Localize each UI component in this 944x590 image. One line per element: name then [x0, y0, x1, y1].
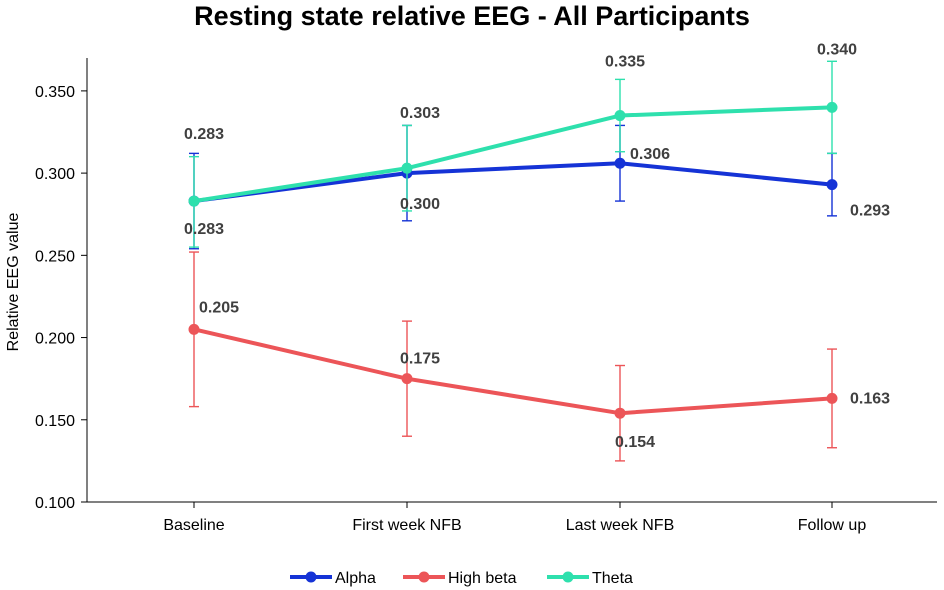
data-point-theta: [401, 162, 413, 174]
y-axis-label: Relative EEG value: [5, 213, 22, 352]
data-point-theta: [826, 101, 838, 113]
data-point-high-beta: [826, 392, 838, 404]
data-point-high-beta: [188, 323, 200, 335]
x-tick-label: Follow up: [798, 517, 867, 534]
data-label-alpha: 0.300: [400, 196, 440, 213]
legend-label: Alpha: [335, 570, 376, 587]
y-tick-label: 0.250: [35, 248, 75, 265]
series-line-alpha: [193, 161, 833, 204]
data-label-high-beta: 0.175: [400, 351, 440, 368]
y-tick-label: 0.300: [35, 166, 75, 183]
chart-title: Resting state relative EEG - All Partici…: [194, 1, 750, 31]
x-tick-label: Last week NFB: [566, 517, 674, 534]
data-label-alpha: 0.293: [850, 203, 890, 220]
legend-item-high-beta: High beta: [403, 570, 517, 587]
data-point-theta: [614, 110, 626, 122]
data-label-theta: 0.303: [400, 105, 440, 122]
data-point-high-beta: [401, 373, 413, 385]
legend-swatch-marker: [562, 571, 574, 583]
legend-item-theta: Theta: [547, 570, 633, 587]
y-tick-label: 0.150: [35, 413, 75, 430]
y-tick-label: 0.100: [35, 495, 75, 512]
data-point-alpha: [614, 157, 626, 169]
legend-swatch-marker: [305, 571, 317, 583]
data-label-theta: 0.340: [817, 41, 857, 58]
series-line-theta: [193, 105, 833, 204]
series-high-beta: [188, 251, 838, 462]
x-tick-label: First week NFB: [352, 517, 461, 534]
legend-label: Theta: [592, 570, 633, 587]
data-label-high-beta: 0.205: [199, 299, 239, 316]
data-label-alpha: 0.306: [630, 146, 670, 163]
data-label-high-beta: 0.163: [850, 390, 890, 407]
data-label-theta: 0.335: [605, 54, 645, 71]
legend-swatch-marker: [418, 571, 430, 583]
series-theta: [188, 60, 838, 248]
data-point-high-beta: [614, 407, 626, 419]
legend-item-alpha: Alpha: [290, 570, 376, 587]
data-label-theta: 0.283: [184, 126, 224, 143]
data-label-high-beta: 0.154: [615, 434, 655, 451]
y-tick-label: 0.200: [35, 331, 75, 348]
x-tick-label: Baseline: [163, 517, 224, 534]
legend-label: High beta: [448, 570, 517, 587]
data-point-alpha: [826, 179, 838, 191]
data-label-alpha: 0.283: [184, 221, 224, 238]
y-tick-label: 0.350: [35, 84, 75, 101]
series-line-high-beta: [193, 327, 833, 416]
data-point-theta: [188, 195, 200, 207]
